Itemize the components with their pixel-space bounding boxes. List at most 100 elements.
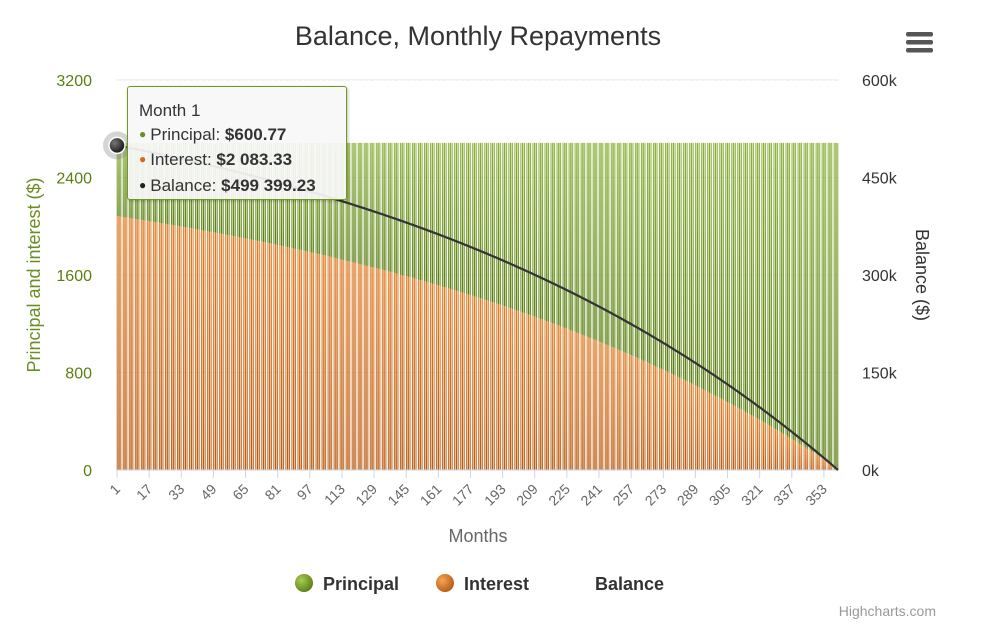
interest-bar xyxy=(690,383,693,470)
x-tick-label: 33 xyxy=(165,481,187,503)
interest-bar xyxy=(182,226,184,470)
tooltip-balance-value: $499 399.23 xyxy=(221,175,316,195)
interest-bar xyxy=(779,431,781,470)
principal-bar xyxy=(425,142,427,282)
interest-bar xyxy=(489,301,492,470)
interest-bar xyxy=(485,300,488,470)
credits-link[interactable]: Highcharts.com xyxy=(839,603,936,619)
principal-bar xyxy=(638,142,640,359)
interest-bar xyxy=(212,232,215,470)
principal-bar xyxy=(457,142,460,292)
tooltip-balance-label: Balance: xyxy=(150,175,217,195)
interest-bar xyxy=(411,277,413,470)
principal-bar xyxy=(427,142,429,283)
principal-bar xyxy=(399,142,401,275)
x-tick-label: 145 xyxy=(384,481,412,509)
interest-bar xyxy=(373,267,375,470)
principal-bar xyxy=(566,142,568,329)
principal-bar xyxy=(754,142,757,418)
principal-bar xyxy=(694,142,697,386)
interest-bar xyxy=(578,333,580,470)
principal-bar xyxy=(797,142,799,443)
interest-bar xyxy=(773,428,775,470)
principal-bar xyxy=(726,142,729,403)
interest-bar xyxy=(594,339,596,470)
interest-bar xyxy=(443,287,446,470)
interest-bar xyxy=(359,263,361,470)
interest-bar xyxy=(198,229,201,470)
principal-bar xyxy=(562,142,564,328)
interest-bar xyxy=(781,432,783,470)
interest-bar xyxy=(238,237,241,470)
principal-bar xyxy=(684,142,687,381)
legend-item-balance[interactable]: Balance xyxy=(595,574,664,594)
interest-bar xyxy=(415,278,417,470)
interest-bar xyxy=(811,451,813,470)
interest-bar xyxy=(357,263,359,470)
interest-bar xyxy=(777,430,779,470)
interest-bar xyxy=(367,266,369,470)
interest-bar xyxy=(401,275,403,470)
interest-bar xyxy=(734,406,737,470)
interest-bar xyxy=(252,240,255,470)
principal-bar xyxy=(740,142,743,410)
interest-bar xyxy=(180,226,182,470)
interest-bar xyxy=(580,334,582,470)
interest-bar xyxy=(590,338,592,470)
interest-bar xyxy=(389,271,391,470)
principal-bar xyxy=(805,142,807,448)
interest-bar xyxy=(469,295,472,470)
interest-bar xyxy=(439,285,442,470)
principal-bar xyxy=(831,142,833,465)
principal-bar xyxy=(690,142,693,384)
interest-bar xyxy=(327,256,329,470)
interest-bar xyxy=(224,234,227,470)
principal-bar xyxy=(781,142,783,433)
interest-bar xyxy=(445,287,448,470)
interest-bar xyxy=(399,274,401,470)
principal-bar xyxy=(391,142,393,273)
principal-bar xyxy=(475,142,478,297)
y-left-tick-label: 0 xyxy=(83,463,92,480)
legend-item-principal[interactable]: Principal xyxy=(295,574,399,594)
interest-bar xyxy=(453,290,456,470)
interest-bar xyxy=(636,357,638,470)
interest-bar xyxy=(206,231,209,470)
principal-bar xyxy=(574,142,576,332)
y-axis-right-title: Balance ($) xyxy=(912,229,932,321)
interest-bar xyxy=(819,456,821,470)
context-menu-button[interactable] xyxy=(895,24,943,62)
interest-bar xyxy=(762,422,765,470)
interest-bar xyxy=(602,343,604,470)
principal-bar xyxy=(443,142,446,288)
principal-bar xyxy=(403,142,405,276)
interest-bar xyxy=(648,363,650,470)
interest-bar xyxy=(791,438,793,470)
principal-bar xyxy=(734,142,737,407)
interest-bar xyxy=(513,309,516,470)
interest-bar xyxy=(829,463,831,470)
principal-bar xyxy=(680,142,683,379)
principal-bar xyxy=(483,142,486,300)
principal-bar xyxy=(116,142,118,217)
interest-bar xyxy=(503,306,506,470)
interest-bar xyxy=(797,442,799,470)
interest-bar xyxy=(413,278,415,470)
principal-bar xyxy=(361,142,363,265)
principal-bar xyxy=(682,142,685,380)
interest-bar xyxy=(437,285,440,470)
principal-bar xyxy=(536,142,538,318)
principal-bar xyxy=(367,142,369,267)
principal-bar xyxy=(411,142,413,278)
interest-bar xyxy=(532,316,534,470)
interest-bar xyxy=(196,229,199,470)
interest-bar xyxy=(186,227,188,470)
legend-item-interest[interactable]: Interest xyxy=(436,574,529,594)
interest-bar xyxy=(194,228,197,470)
principal-bar xyxy=(833,142,835,466)
interest-bar xyxy=(184,227,186,470)
interest-bar xyxy=(337,258,339,470)
interest-bar xyxy=(435,284,438,470)
principal-bar xyxy=(465,142,468,294)
principal-bar xyxy=(401,142,403,276)
